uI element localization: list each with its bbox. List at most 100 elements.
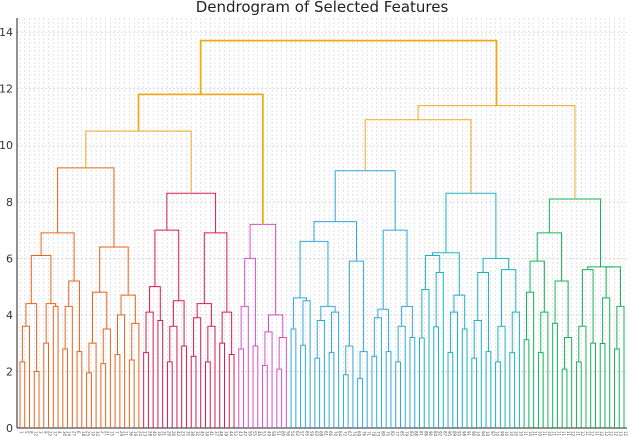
x-tick-label: 53 [262,431,267,436]
y-tick-label: 10 [0,139,13,152]
x-tick-label: 94 [480,431,485,436]
y-tick-label: 8 [6,196,13,209]
dendro-link [471,357,478,428]
x-tick-label: 56 [285,431,290,436]
x-tick-label: 66 [328,431,333,436]
x-tick-label: 100 [476,431,481,436]
dendro-link-upper [364,119,472,194]
dendro-link [62,348,69,428]
x-tick-label: 95 [447,431,452,436]
dendro-link [276,368,283,428]
dendro-link [526,291,535,428]
x-tick-label: 92 [438,431,443,436]
dendro-link [120,294,136,324]
x-tick-label: 29 [119,431,124,436]
x-tick-label: 42 [176,431,181,436]
x-tick-label: 15 [109,431,114,436]
dendro-link [587,266,614,270]
dendro-link [409,337,416,428]
x-tick-label: 6 [76,431,81,434]
dendro-link [203,232,228,313]
x-tick-label: 5 [24,431,29,434]
x-tick-label: 46 [257,431,262,436]
x-tick-label: 14 [67,431,72,436]
x-tick-label: 77 [395,431,400,436]
dendro-link [328,352,335,428]
x-tick-label: 78 [371,431,376,436]
dendro-link [169,325,178,428]
y-tick-label: 0 [6,422,13,435]
dendro-link [447,352,454,428]
dendro-link [52,305,59,428]
dendro-link [300,344,306,428]
x-tick-label: 82 [390,431,395,436]
x-tick-label: 90 [428,431,433,436]
x-tick-label: 96 [471,431,476,436]
x-tick-label: 36 [128,431,133,436]
x-tick-label: 69 [357,431,362,436]
x-tick-label: 109 [547,431,552,436]
dendro-link [445,192,497,259]
dendro-link-root [199,39,498,106]
dendro-link [145,311,154,428]
x-tick-label: 48 [219,431,224,436]
dendro-link [68,280,80,352]
dendro-link [320,305,336,321]
x-tick-label: 45 [200,431,205,436]
x-tick-label: 79 [404,431,409,436]
dendro-link [345,345,354,428]
x-tick-label: 113 [552,431,557,436]
dendro-link [537,352,544,428]
x-tick-label: 24 [138,431,143,436]
x-tick-label: 64 [338,431,343,436]
dendro-link-upper [85,130,192,194]
dendro-link [264,331,273,428]
dendro-link [76,351,83,428]
x-tick-label: 13 [143,431,148,436]
dendro-link [599,342,606,428]
dendro-link [267,314,284,338]
dendrogram-links [19,39,625,428]
dendro-link [473,320,482,428]
x-tick-label: 72 [342,431,347,436]
x-tick-label: 98 [461,431,466,436]
x-tick-label: 44 [228,431,233,436]
x-tick-label: 32 [195,431,200,436]
x-tick-label: 83 [409,431,414,436]
dendro-link [143,352,149,428]
dendro-link [552,322,558,428]
x-tick-label: 88 [414,431,419,436]
dendro-link [359,351,368,428]
x-tick-label: 119 [594,431,599,436]
dendro-link [19,361,26,428]
dendro-link [64,305,73,428]
dendro-link [511,311,520,428]
dendro-link [99,246,129,296]
dendro-link [290,328,297,428]
dendro-link [166,361,173,428]
dendro-link [172,300,185,346]
dendro-link [540,311,549,428]
dendro-link [497,325,506,428]
dendro-link [43,342,50,428]
x-tick-label: 50 [247,431,252,436]
dendro-link [207,325,216,428]
x-tick-label: 2 [100,431,105,434]
x-tick-label: 55 [252,431,257,436]
x-tick-label: 106 [518,431,523,436]
x-tick-label: 11 [124,431,129,436]
x-tick-label: 38 [190,431,195,436]
x-tick-label: 125 [590,431,595,436]
dendro-link [128,359,135,428]
x-tick-label: 26 [171,431,176,436]
x-tick-label: 16 [157,431,162,436]
dendro-link [262,365,268,428]
dendro-link [477,271,489,352]
x-tick-label: 107 [537,431,542,436]
dendro-link [102,328,111,428]
dendro-link [449,311,459,428]
dendro-link [382,229,408,310]
x-tick-label: 102 [485,431,490,436]
x-tick-label: 52 [233,431,238,436]
dendro-link [371,355,378,428]
